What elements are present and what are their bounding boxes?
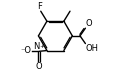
Text: F: F xyxy=(38,2,42,11)
Text: N: N xyxy=(33,42,39,51)
Text: O: O xyxy=(86,19,92,28)
Text: ⁻O: ⁻O xyxy=(20,46,31,55)
Text: O: O xyxy=(35,62,42,71)
Text: OH: OH xyxy=(86,44,99,53)
Text: +: + xyxy=(40,44,45,49)
